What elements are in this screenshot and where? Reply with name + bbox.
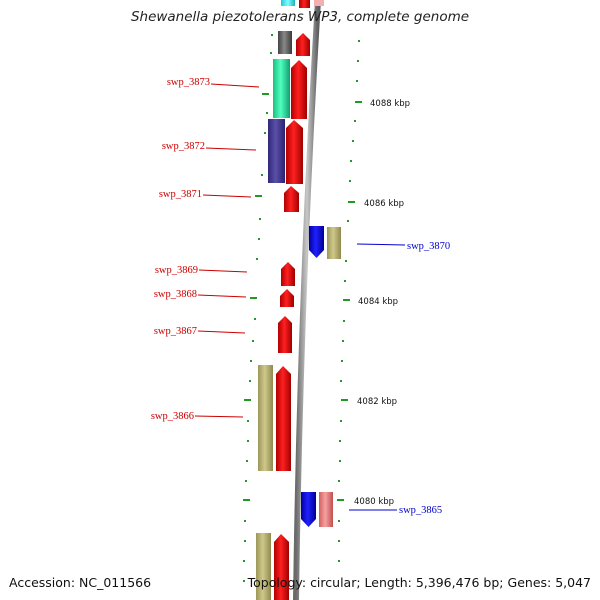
gene-arrow-swp_3869[interactable] <box>281 262 295 286</box>
scale-labels: 4088 kbp 4086 kbp 4084 kbp 4082 kbp 4080… <box>354 99 410 507</box>
scale-label-4086: 4086 kbp <box>364 199 404 209</box>
accession-text: Accession: NC_011566 <box>9 575 152 590</box>
topology-text: Topology: circular; <box>247 575 361 590</box>
scale-label-4080: 4080 kbp <box>354 497 394 507</box>
inner-cog-track <box>256 31 292 600</box>
gene-label-swp_3872[interactable]: swp_3872 <box>162 141 205 152</box>
length-text: Length: 5,396,476 bp; <box>364 575 504 590</box>
map-title: Shewanella piezotolerans WP3, complete g… <box>130 9 470 25</box>
left-leader-lines <box>194 83 260 418</box>
outer-dotted-ruler <box>338 40 360 562</box>
gene-labels-right: swp_3870 swp_3865 <box>399 241 450 516</box>
cog-teal-block[interactable] <box>273 59 290 118</box>
gene-label-swp_3871[interactable]: swp_3871 <box>159 189 202 200</box>
gene-label-swp_3865[interactable]: swp_3865 <box>399 505 442 516</box>
scale-label-4084: 4084 kbp <box>358 297 398 307</box>
gene-arrow-swp_3870[interactable] <box>309 226 324 258</box>
forward-gene-track <box>274 33 310 600</box>
major-ticks <box>243 93 362 501</box>
gene-label-swp_3866[interactable]: swp_3866 <box>151 411 194 422</box>
gene-arrow-small-top[interactable] <box>296 33 310 56</box>
gene-arrow-swp_3872[interactable] <box>286 120 303 184</box>
cog-navy-block[interactable] <box>268 119 285 183</box>
genome-stats: Topology: circular; Length: 5,396,476 bp… <box>248 575 591 590</box>
gene-arrow-swp_3868[interactable] <box>280 289 294 307</box>
gene-label-swp_3868[interactable]: swp_3868 <box>154 289 197 300</box>
scale-label-4088: 4088 kbp <box>370 99 410 109</box>
gene-arrow-swp_3865[interactable] <box>301 492 316 527</box>
gene-cyan-partial[interactable] <box>281 0 295 6</box>
inner-dotted-ruler <box>243 34 273 582</box>
gene-arrow-bottom[interactable] <box>274 534 289 600</box>
gene-arrow-swp_3867[interactable] <box>278 316 292 353</box>
right-leader-lines <box>349 243 406 511</box>
cog-khaki-block-bottom[interactable] <box>256 533 271 600</box>
reverse-gene-track <box>301 226 341 527</box>
gene-lightpink-partial[interactable] <box>314 0 324 6</box>
scale-label-4082: 4082 kbp <box>357 397 397 407</box>
cog-grey-block[interactable] <box>278 31 292 54</box>
gene-arrow-swp_3873[interactable] <box>291 60 307 119</box>
cog-khaki-block-3870[interactable] <box>327 227 341 259</box>
gene-label-swp_3867[interactable]: swp_3867 <box>154 326 197 337</box>
cog-pink-block-3865[interactable] <box>319 492 333 527</box>
gene-red-partial-top[interactable] <box>299 0 310 8</box>
gene-labels-left: swp_3873 swp_3872 swp_3871 swp_3869 swp_… <box>151 77 210 422</box>
gene-label-swp_3869[interactable]: swp_3869 <box>155 265 198 276</box>
gene-arrow-swp_3871[interactable] <box>284 186 299 212</box>
gene-label-swp_3870[interactable]: swp_3870 <box>407 241 450 252</box>
cog-khaki-block-3866[interactable] <box>258 365 273 471</box>
gene-label-swp_3873[interactable]: swp_3873 <box>167 77 210 88</box>
genes-count-text: Genes: 5,047 <box>507 575 591 590</box>
gene-arrow-swp_3866[interactable] <box>276 366 291 471</box>
genome-backbone <box>293 0 321 600</box>
